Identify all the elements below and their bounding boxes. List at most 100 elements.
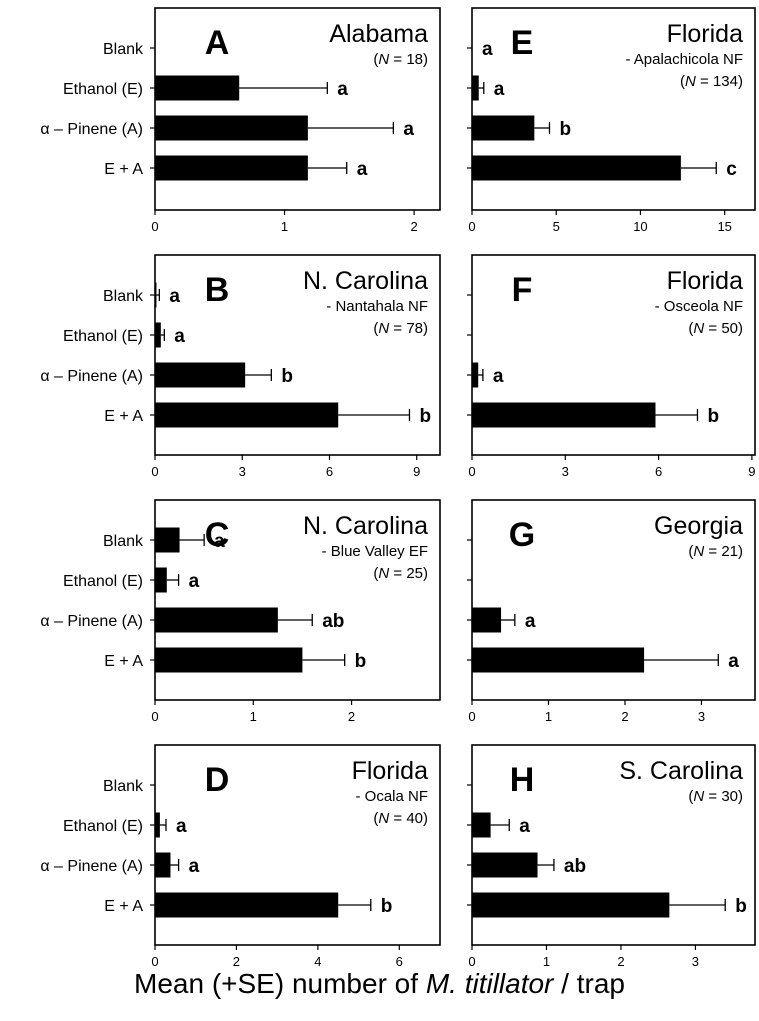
category-label: E + A xyxy=(104,653,143,670)
x-tick-label: 1 xyxy=(543,954,550,969)
x-tick-label: 2 xyxy=(621,709,628,724)
panel-letter: G xyxy=(509,516,535,554)
significance-letter: b xyxy=(281,366,293,387)
category-label: Ethanol (E) xyxy=(63,81,143,98)
bar xyxy=(472,115,535,141)
panel-frame xyxy=(154,499,441,701)
significance-letter: b xyxy=(355,651,367,672)
significance-letter: b xyxy=(419,406,431,427)
panel-letter: D xyxy=(205,761,230,799)
bar xyxy=(472,607,502,633)
x-tick-label: 3 xyxy=(562,464,569,479)
bar xyxy=(155,282,157,308)
significance-letter: c xyxy=(726,159,737,180)
x-tick-label: 3 xyxy=(692,954,699,969)
region-label: Alabama xyxy=(329,20,428,48)
bar xyxy=(472,852,538,878)
significance-letter: a xyxy=(169,286,180,307)
x-tick-label: 6 xyxy=(326,464,333,479)
panel-frame xyxy=(154,254,441,456)
significance-letter: a xyxy=(728,651,739,672)
significance-letter: a xyxy=(174,326,185,347)
significance-letter: ab xyxy=(564,856,586,877)
significance-letter: a xyxy=(482,39,493,60)
region-label: N. Carolina xyxy=(303,267,428,295)
bar xyxy=(155,402,339,428)
bar xyxy=(472,647,645,673)
x-tick-label: 0 xyxy=(468,464,475,479)
bar xyxy=(472,892,670,918)
bar xyxy=(155,527,180,553)
x-tick-label: 4 xyxy=(314,954,321,969)
bar xyxy=(155,892,339,918)
panel-letter: C xyxy=(205,516,230,554)
bar xyxy=(472,812,491,838)
x-axis-label: Mean (+SE) number of M. titillator / tra… xyxy=(0,968,759,1000)
panel-g: 0 1 2 3 a a G Georgia (N = 21) xyxy=(467,499,756,724)
significance-letter: b xyxy=(707,406,719,427)
significance-letter: a xyxy=(493,366,504,387)
x-tick-label: 5 xyxy=(553,219,560,234)
x-tick-label: 6 xyxy=(396,954,403,969)
significance-letter: a xyxy=(403,119,414,140)
panel-e: 0 5 10 15 aa b c E Florida - Apalachicola NF (N = … xyxy=(467,7,756,234)
site-label: - Apalachicola NF xyxy=(625,51,743,68)
category-label: E + A xyxy=(104,161,143,178)
category-label: α – Pinene (A) xyxy=(40,121,143,138)
bar xyxy=(155,362,246,388)
x-tick-label: 3 xyxy=(698,709,705,724)
category-label: E + A xyxy=(104,408,143,425)
n-label: (N = 134) xyxy=(680,73,743,90)
panel-frame xyxy=(471,499,756,701)
x-tick-label: 0 xyxy=(151,709,158,724)
bar xyxy=(472,402,656,428)
bar xyxy=(472,362,479,388)
panel-h: 0 1 2 3 a ab b H S. Carolina (N = 30) xyxy=(467,744,756,969)
panel-frame xyxy=(154,744,441,946)
panel-b: 0 3 6 9 Blank Ethanol (E) α – Pinene (A) E + A a… xyxy=(40,254,441,479)
n-label: (N = 25) xyxy=(373,565,428,582)
bar xyxy=(155,567,167,593)
category-label: Blank xyxy=(103,288,144,305)
significance-letter: b xyxy=(559,119,571,140)
bar xyxy=(155,607,278,633)
bar xyxy=(155,75,240,101)
x-axis-label-unit: / trap xyxy=(553,968,625,999)
category-label: Blank xyxy=(103,41,144,58)
panel-frame xyxy=(154,7,441,211)
significance-letter: b xyxy=(381,896,393,917)
panel-a: 0 1 2 Blank Ethanol (E) α – Pinene (A) E + A a a… xyxy=(40,7,441,234)
bar xyxy=(472,75,479,101)
x-tick-label: 0 xyxy=(151,464,158,479)
x-tick-label: 2 xyxy=(348,709,355,724)
significance-letter: a xyxy=(189,571,200,592)
panel-d: 0 2 4 6 Blank Ethanol (E) α – Pinene (A) E + A a… xyxy=(40,744,441,969)
category-label: α – Pinene (A) xyxy=(40,613,143,630)
x-tick-label: 15 xyxy=(717,219,731,234)
x-tick-label: 2 xyxy=(410,219,417,234)
x-axis-label-species: M. titillator xyxy=(425,968,554,999)
bar xyxy=(155,322,161,348)
n-label: (N = 50) xyxy=(688,320,743,337)
category-label: α – Pinene (A) xyxy=(40,858,143,875)
significance-letter: a xyxy=(176,816,187,837)
bar xyxy=(155,647,303,673)
region-label: Florida xyxy=(667,20,744,48)
site-label: - Nantahala NF xyxy=(326,298,428,315)
category-label: E + A xyxy=(104,898,143,915)
x-tick-label: 10 xyxy=(633,219,647,234)
significance-letter: ab xyxy=(322,611,344,632)
category-label: Ethanol (E) xyxy=(63,818,143,835)
n-label: (N = 21) xyxy=(688,543,743,560)
x-tick-label: 9 xyxy=(413,464,420,479)
region-label: Florida xyxy=(352,757,429,785)
panel-f: 0 3 6 9 a b F Florida - Osceola NF (N = 50) xyxy=(467,254,756,479)
category-label: Blank xyxy=(103,778,144,795)
category-label: Blank xyxy=(103,533,144,550)
x-tick-label: 9 xyxy=(748,464,755,479)
x-tick-label: 0 xyxy=(151,219,158,234)
significance-letter: b xyxy=(735,896,747,917)
significance-letter: a xyxy=(494,79,505,100)
category-label: Ethanol (E) xyxy=(63,328,143,345)
